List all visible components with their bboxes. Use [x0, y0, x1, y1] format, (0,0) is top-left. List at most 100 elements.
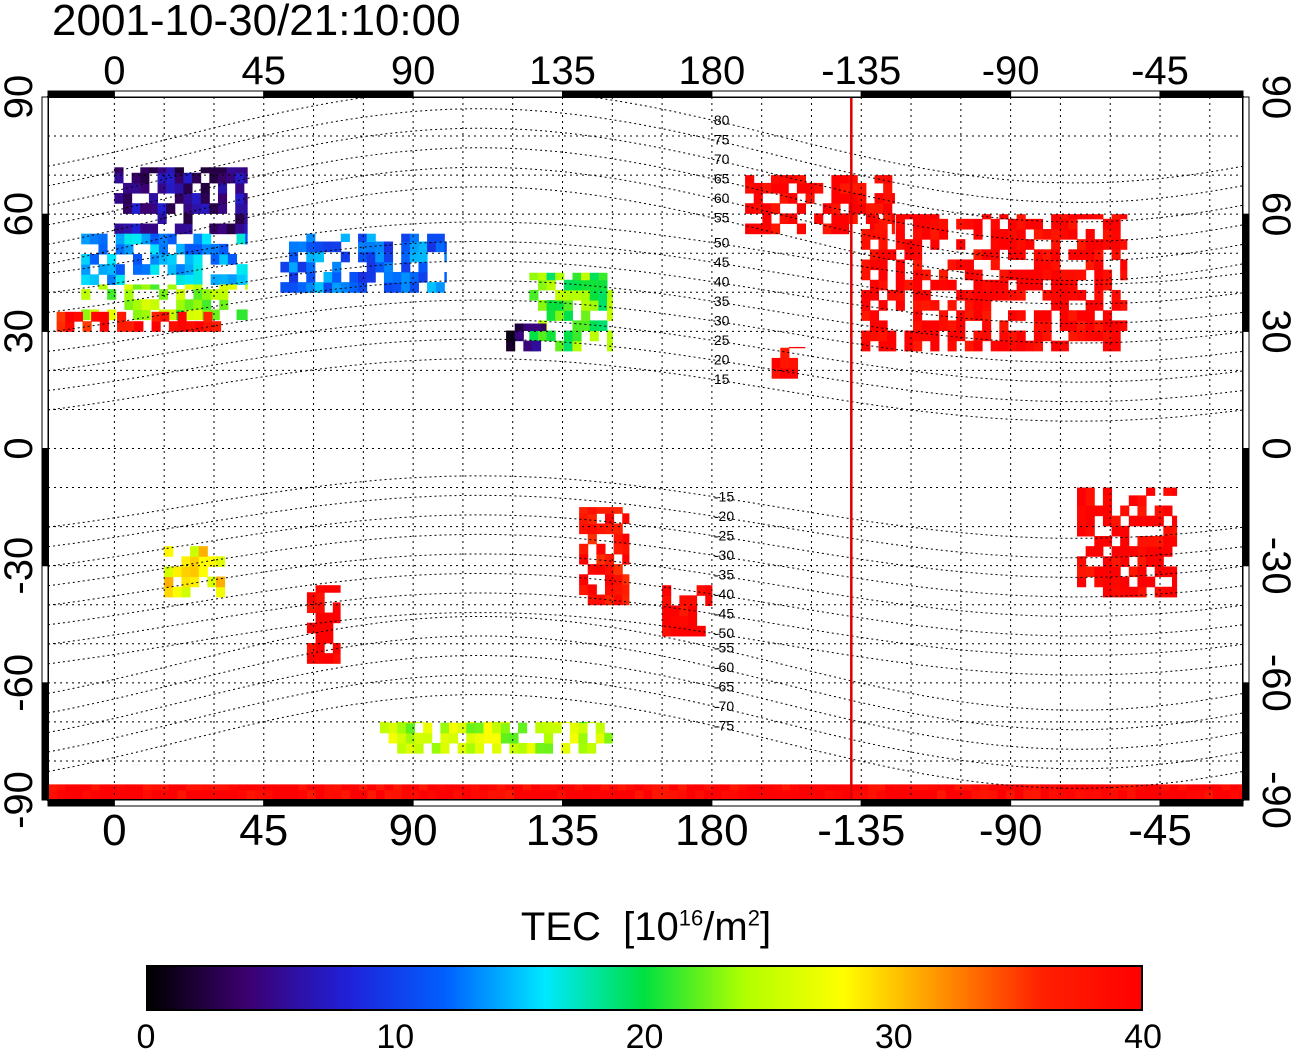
tec-cell	[1178, 789, 1188, 801]
tec-cell	[200, 193, 210, 204]
tec-cell	[831, 193, 841, 204]
tec-cell	[887, 330, 897, 342]
tec-cell	[753, 203, 763, 214]
tec-cell	[56, 321, 66, 332]
tec-cell	[1051, 249, 1061, 260]
tec-cell	[91, 311, 101, 322]
tec-cell	[226, 172, 236, 184]
tec-cell	[587, 742, 597, 754]
tec-cell	[198, 566, 208, 578]
tec-cell	[1094, 279, 1104, 291]
tec-cell	[605, 523, 615, 535]
tec-cell	[383, 282, 394, 293]
tec-cell	[589, 330, 599, 342]
tec-cell	[470, 789, 481, 801]
tec-cell	[203, 789, 213, 801]
tec-cell	[878, 239, 888, 250]
tec-cell	[107, 254, 117, 265]
tec-cell	[973, 269, 983, 281]
tec-cell	[158, 289, 168, 300]
tec-cell	[555, 340, 565, 352]
tec-cell	[1068, 214, 1078, 220]
tec-cell	[1171, 576, 1178, 588]
tec-cell	[531, 789, 541, 801]
tec-cell	[643, 789, 653, 801]
tec-cell	[1007, 289, 1018, 301]
tec-cell	[177, 321, 187, 332]
mlat-label: 45	[714, 254, 730, 270]
tec-cell	[814, 213, 824, 225]
tec-cell	[936, 784, 947, 791]
tec-cell	[945, 789, 955, 801]
tec-cell	[174, 182, 184, 194]
tec-cell	[332, 653, 341, 664]
tec-cell	[589, 289, 599, 301]
tec-cell	[587, 533, 597, 545]
tec-cell	[183, 203, 193, 214]
tec-cell	[1120, 239, 1128, 250]
colorbar-label-unit-close: ]	[759, 905, 772, 949]
mlat-contour	[47, 299, 1244, 364]
tec-cell	[492, 742, 502, 754]
tec-cell	[581, 272, 591, 281]
tec-cell	[383, 271, 394, 283]
tec-cell	[891, 223, 895, 235]
tec-cell	[514, 330, 524, 342]
tec-cell	[790, 789, 800, 801]
tec-cell	[840, 193, 850, 204]
tec-cell	[1213, 784, 1223, 791]
tec-cell	[192, 172, 202, 184]
tec-cell	[999, 239, 1009, 250]
tec-cell	[613, 574, 623, 585]
tec-cell	[288, 261, 299, 273]
tec-cell	[181, 576, 191, 588]
tec-cell	[964, 218, 974, 230]
tec-cell	[132, 284, 143, 290]
tec-cell	[474, 742, 485, 754]
tec-cell	[186, 789, 196, 801]
tec-cell	[598, 272, 608, 281]
tec-cell	[1163, 505, 1173, 517]
tec-cell	[193, 299, 203, 310]
tec-cell	[151, 789, 161, 801]
tec-cell	[891, 213, 895, 225]
tec-cell	[332, 789, 342, 801]
mlat-contour	[47, 612, 1244, 676]
tec-cell	[366, 233, 376, 243]
tec-cell	[1094, 546, 1104, 557]
tec-cell	[98, 243, 108, 255]
tec-cell	[652, 789, 662, 801]
tec-cell	[814, 182, 824, 194]
tec-cell	[848, 213, 858, 225]
tec-cell	[634, 784, 645, 791]
tec-cell	[82, 789, 92, 801]
tec-cell	[440, 732, 450, 744]
tec-cell	[1042, 249, 1052, 260]
tec-cell	[1016, 229, 1026, 240]
tec-cell	[350, 789, 360, 801]
tec-cell	[324, 653, 334, 664]
tec-cell	[712, 784, 722, 791]
mlat-contour	[47, 592, 1244, 656]
tec-cell	[930, 218, 940, 230]
tec-cell	[177, 789, 187, 801]
tec-cell	[883, 203, 893, 214]
tec-cell	[861, 239, 871, 250]
tec-cell	[193, 289, 203, 300]
tec-cell	[831, 223, 841, 235]
tec-cell	[1094, 239, 1104, 250]
tec-cell	[788, 213, 798, 225]
tec-cell	[1033, 320, 1044, 332]
tec-cell	[1068, 269, 1078, 281]
tec-cell	[990, 249, 1000, 260]
tec-cell	[366, 261, 376, 273]
tec-cell	[226, 167, 236, 174]
tec-cell	[964, 289, 974, 301]
tec-cell	[235, 182, 245, 194]
tec-cell	[440, 722, 450, 734]
tec-cell	[73, 311, 84, 322]
tec-cell	[73, 784, 84, 791]
tec-cell	[324, 585, 334, 593]
tec-cell	[999, 320, 1009, 332]
tec-cell	[1077, 269, 1087, 281]
